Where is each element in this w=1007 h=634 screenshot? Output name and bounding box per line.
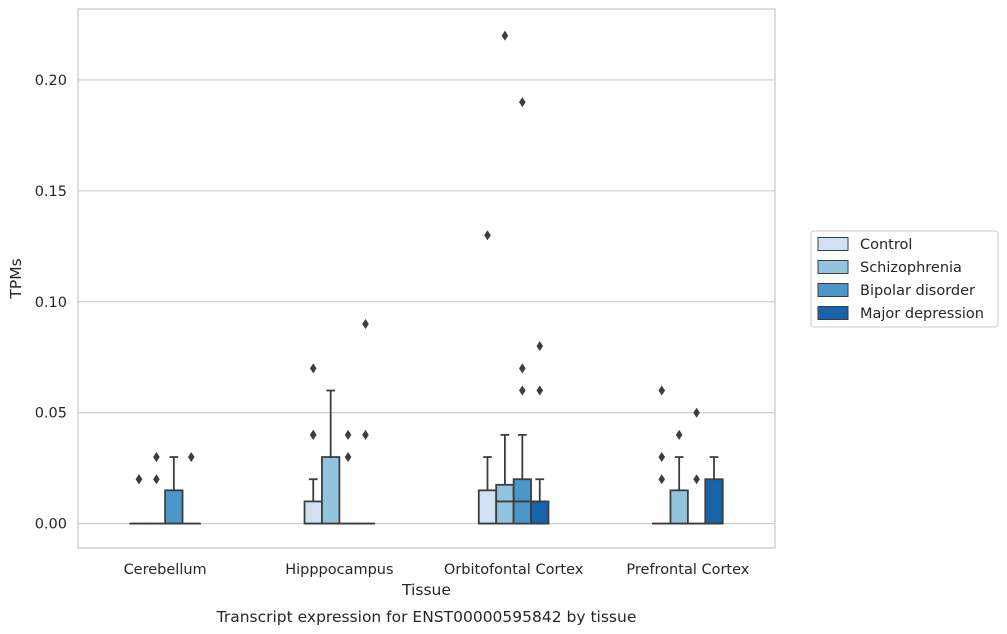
y-tick-label: 0.00 xyxy=(35,517,67,533)
outlier-point xyxy=(519,97,526,108)
outlier-point xyxy=(658,385,666,396)
legend-swatch xyxy=(817,237,849,251)
box-rect xyxy=(477,489,498,525)
x-tick-label: Cerebellum xyxy=(124,562,207,578)
legend-swatch xyxy=(817,306,849,320)
outlier-point xyxy=(536,341,544,352)
outlier-point xyxy=(344,452,352,463)
y-tick-label: 0.05 xyxy=(35,406,67,422)
box-rect xyxy=(164,489,184,525)
outlier-point xyxy=(693,407,700,418)
outlier-point xyxy=(675,429,683,440)
plot-area-background xyxy=(78,9,775,548)
y-tick-label: 0.10 xyxy=(35,295,67,311)
box-group xyxy=(164,456,184,525)
outlier-point xyxy=(658,474,666,485)
outlier-point xyxy=(693,474,700,485)
outlier-point xyxy=(484,230,491,241)
box-group xyxy=(669,429,689,525)
box-group xyxy=(686,407,707,525)
legend-swatch xyxy=(817,283,849,297)
box-rect xyxy=(530,500,550,525)
box-group xyxy=(704,456,724,525)
legend-entry: Bipolar disorder xyxy=(860,283,975,299)
plot-area-frame xyxy=(77,8,776,549)
box-rect xyxy=(704,478,724,525)
outlier-point xyxy=(135,474,143,485)
outlier-point xyxy=(658,452,666,463)
x-tick-label: Hipppocampus xyxy=(285,562,393,578)
box-group xyxy=(530,341,550,525)
legend-entry: Control xyxy=(860,237,912,253)
box-group xyxy=(355,318,376,525)
y-tick-label: 0.20 xyxy=(35,73,67,89)
box-group xyxy=(321,389,341,525)
box-group xyxy=(652,385,672,525)
legend-entry: Major depression xyxy=(860,306,984,322)
legend: Control Schizophrenia Bipolar disorder Majo… xyxy=(810,230,999,328)
outlier-point xyxy=(344,429,352,440)
x-axis-label: Tissue xyxy=(401,581,451,599)
y-axis-label: TPMs xyxy=(7,258,25,299)
outlier-point xyxy=(536,385,544,396)
legend-entry: Schizophrenia xyxy=(860,260,962,276)
y-tick-labels: 0.00 0.05 0.10 0.15 0.20 xyxy=(35,73,67,533)
outlier-point xyxy=(501,30,509,41)
outlier-point xyxy=(153,474,160,485)
legend-swatch xyxy=(817,260,849,274)
outlier-point xyxy=(153,452,160,463)
box-series xyxy=(129,30,724,525)
outlier-point xyxy=(519,363,526,374)
y-tick-label: 0.15 xyxy=(35,184,67,200)
box-rect xyxy=(303,500,323,525)
outlier-point xyxy=(187,452,195,463)
outlier-point xyxy=(309,429,317,440)
x-tick-label: Orbitofontal Cortex xyxy=(444,562,584,578)
legend-frame xyxy=(810,230,999,328)
box-rect xyxy=(669,489,689,525)
outlier-point xyxy=(362,429,369,440)
box-group xyxy=(181,452,201,525)
outlier-point xyxy=(519,385,526,396)
outlier-point xyxy=(362,318,369,329)
box-rect xyxy=(321,456,341,525)
box-rect xyxy=(495,483,515,525)
box-group xyxy=(146,452,167,525)
x-tick-label: Prefrontal Cortex xyxy=(626,562,749,578)
x-tick-labels: Cerebellum Hipppocampus Orbitofontal Corte… xyxy=(124,562,750,578)
outlier-point xyxy=(309,363,317,374)
chart-caption: Transcript expression for ENST0000059584… xyxy=(216,608,637,626)
